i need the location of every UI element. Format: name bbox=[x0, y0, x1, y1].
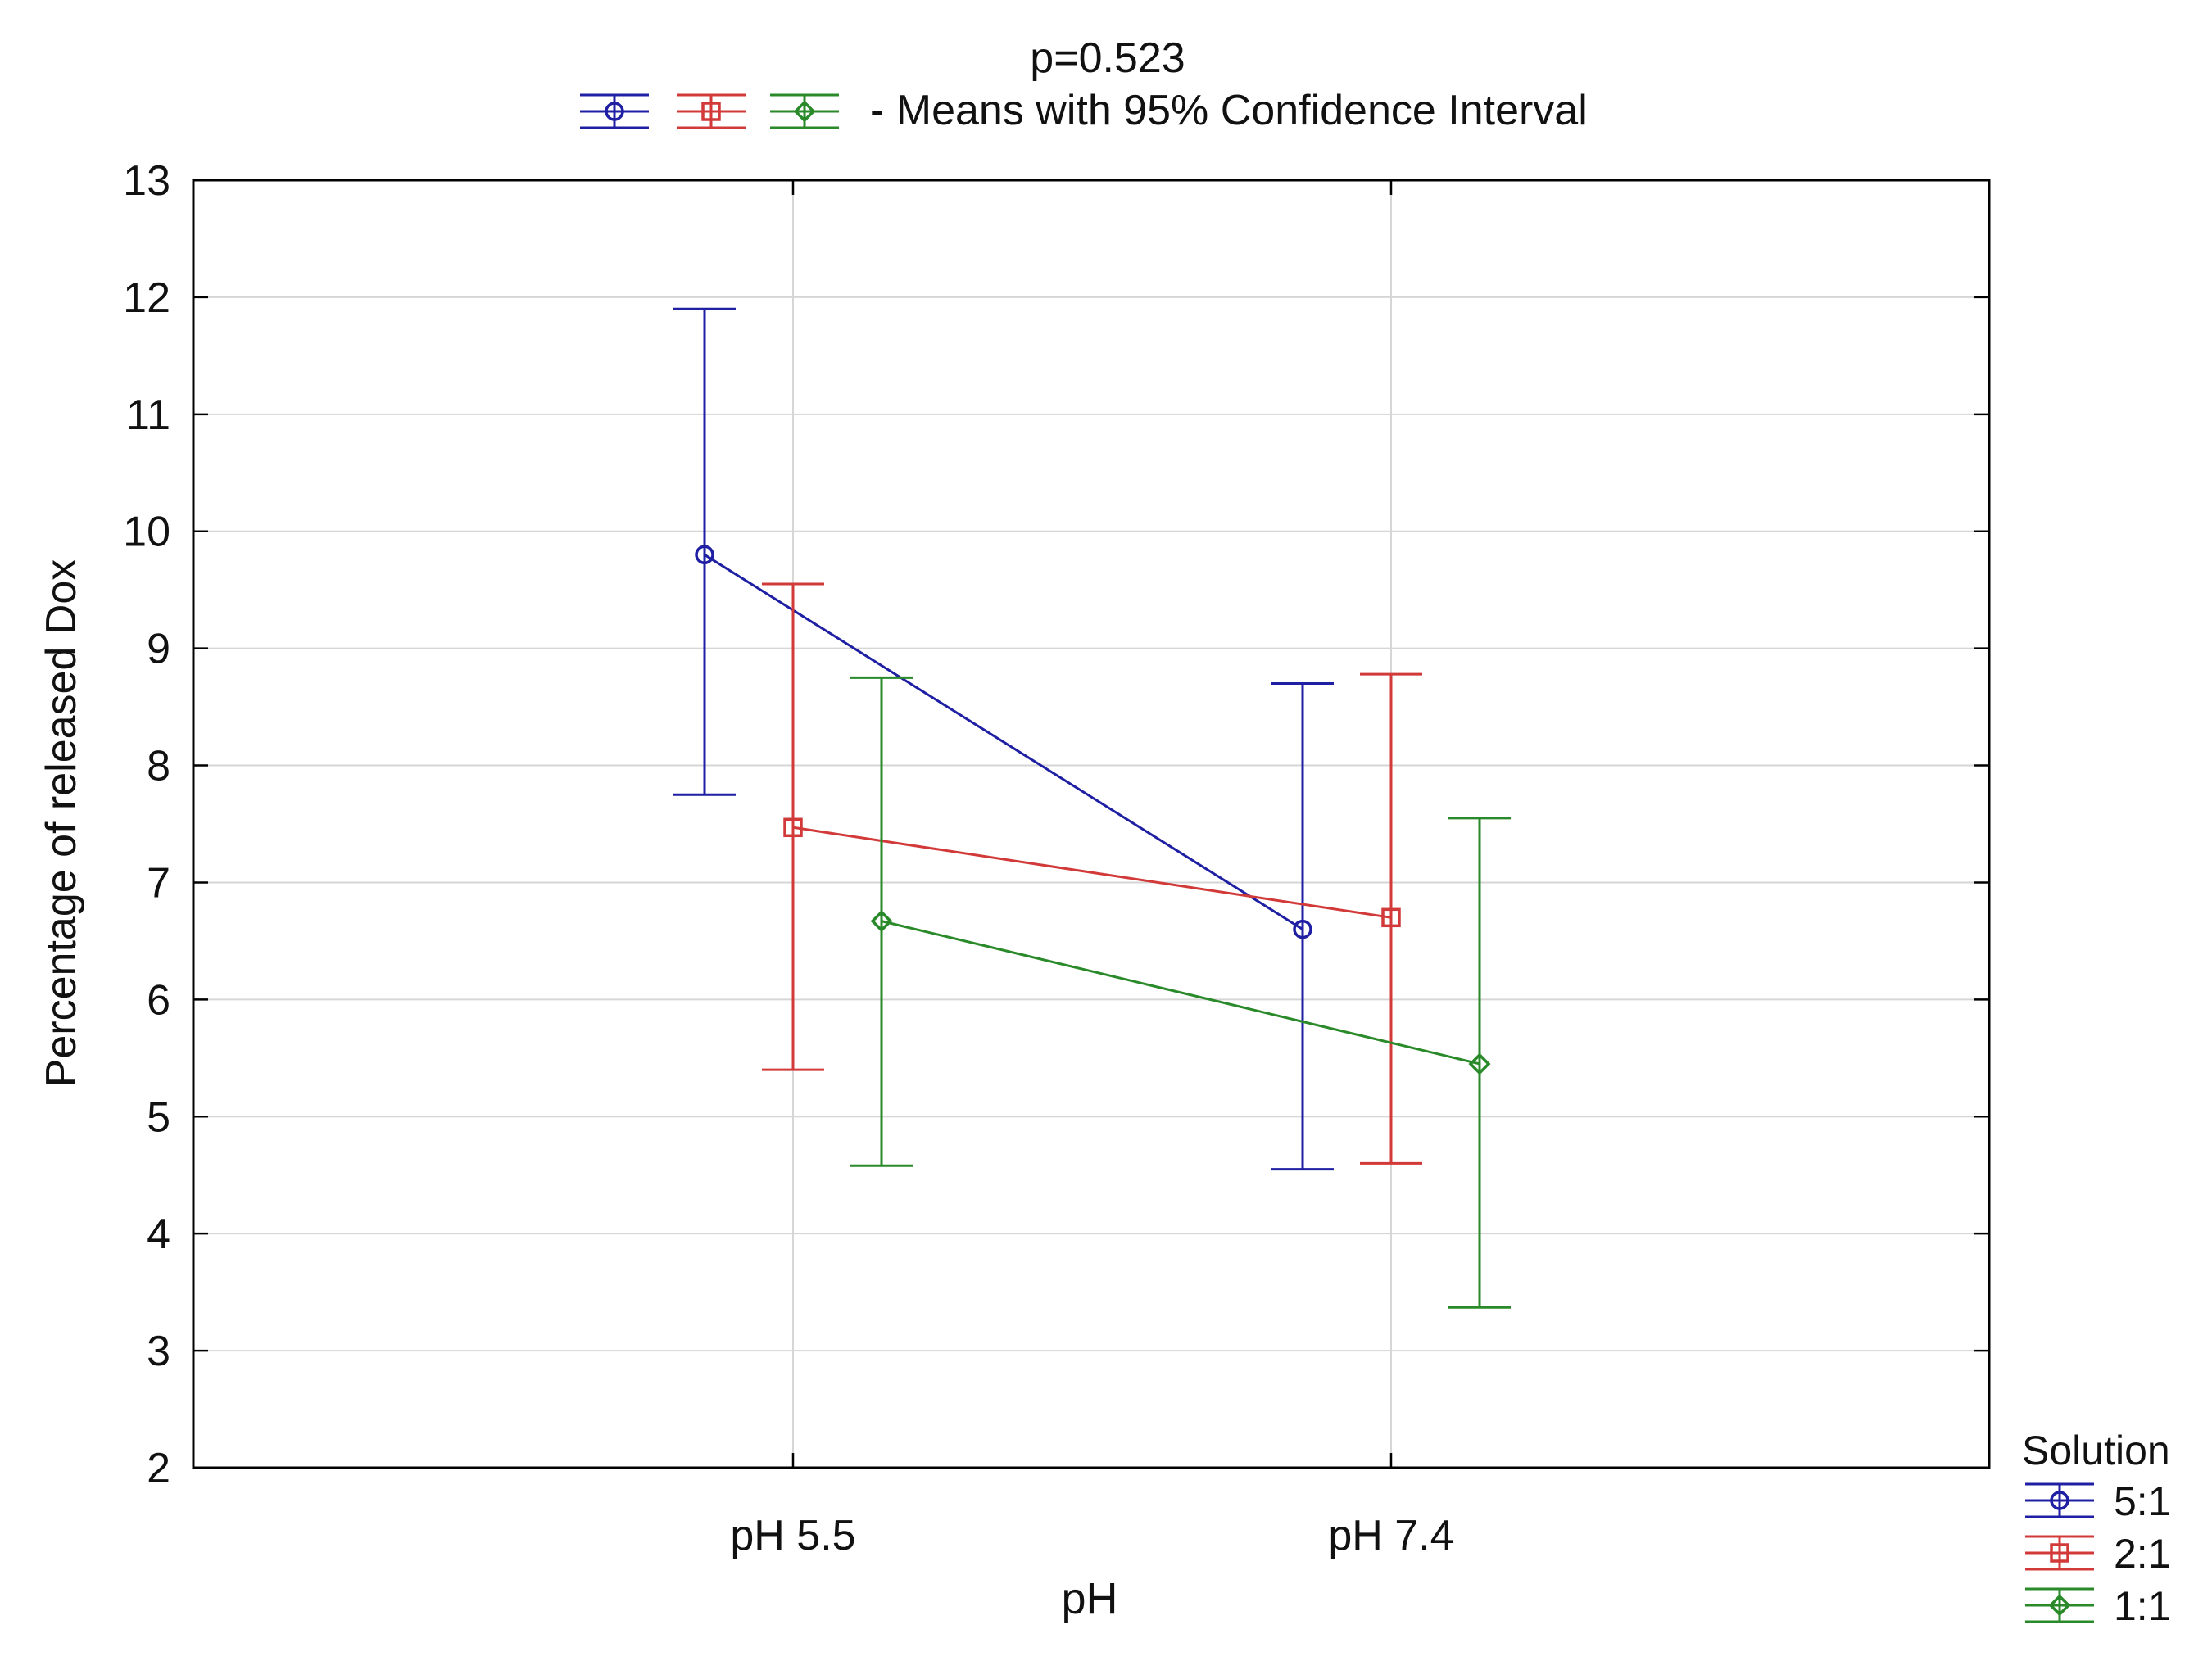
data-point bbox=[1293, 919, 1312, 939]
data-point bbox=[783, 817, 803, 838]
legend: 5:1 2:1 1:1 bbox=[2025, 1478, 2171, 1629]
y-tick-label: 12 bbox=[123, 274, 170, 322]
data-point bbox=[1468, 1052, 1491, 1075]
legend-marker bbox=[793, 100, 816, 123]
data-point bbox=[695, 545, 714, 565]
legend-marker bbox=[2050, 1491, 2069, 1510]
chart-subtitle: - Means with 95% Confidence Interval bbox=[870, 87, 1588, 134]
series-1-1 bbox=[850, 676, 1511, 1309]
y-tick-label: 3 bbox=[147, 1328, 170, 1375]
legend-symbol-2-1 bbox=[2025, 1535, 2094, 1571]
series-line bbox=[881, 920, 1480, 1066]
legend-marker bbox=[2050, 1543, 2069, 1563]
axes: 2 3 4 5 6 7 8 9 10 11 12 13 pH 5.5 pH 7.4 bbox=[123, 157, 1991, 1559]
plot-marks bbox=[673, 307, 1511, 1309]
legend-title: Solution bbox=[2022, 1428, 2170, 1473]
legend-label: 1:1 bbox=[2114, 1583, 2171, 1629]
legend-marker bbox=[2048, 1594, 2071, 1617]
y-tick-label: 11 bbox=[126, 391, 170, 439]
legend-label: 5:1 bbox=[2114, 1478, 2171, 1524]
series-2-1 bbox=[762, 582, 1422, 1165]
y-tick-label: 8 bbox=[147, 743, 170, 790]
y-axis-label: Percentage of released Dox bbox=[38, 559, 85, 1088]
data-point bbox=[870, 910, 893, 933]
x-tick-label: pH 5.5 bbox=[730, 1512, 855, 1559]
series-line bbox=[704, 554, 1303, 930]
legend-marker bbox=[701, 102, 721, 121]
plot-frame bbox=[192, 179, 1991, 1469]
legend-marker bbox=[605, 102, 624, 121]
legend-symbol-5-1 bbox=[2025, 1482, 2094, 1518]
legend-symbol-1-1 bbox=[2025, 1587, 2094, 1623]
legend-label: 2:1 bbox=[2114, 1531, 2171, 1577]
top-legend bbox=[580, 93, 839, 129]
data-point bbox=[1381, 907, 1401, 928]
y-tick-label: 7 bbox=[147, 859, 170, 907]
top-legend-symbol-2-1 bbox=[677, 93, 746, 129]
y-tick-label: 4 bbox=[147, 1211, 170, 1258]
top-legend-symbol-1-1 bbox=[770, 93, 839, 129]
series-line bbox=[792, 826, 1392, 919]
series-5-1 bbox=[673, 307, 1334, 1171]
y-tick-label: 9 bbox=[147, 626, 170, 673]
top-legend-symbol-5-1 bbox=[580, 93, 649, 129]
y-tick-label: 13 bbox=[123, 157, 170, 205]
y-tick-label: 5 bbox=[147, 1093, 170, 1141]
chart-title: p=0.523 bbox=[1030, 34, 1185, 82]
y-tick-label: 10 bbox=[123, 509, 170, 556]
x-axis-label: pH bbox=[1061, 1574, 1117, 1623]
x-tick-label: pH 7.4 bbox=[1328, 1512, 1453, 1559]
y-tick-label: 6 bbox=[147, 976, 170, 1024]
y-tick-label: 2 bbox=[147, 1445, 170, 1492]
grid-lines bbox=[193, 180, 1989, 1468]
